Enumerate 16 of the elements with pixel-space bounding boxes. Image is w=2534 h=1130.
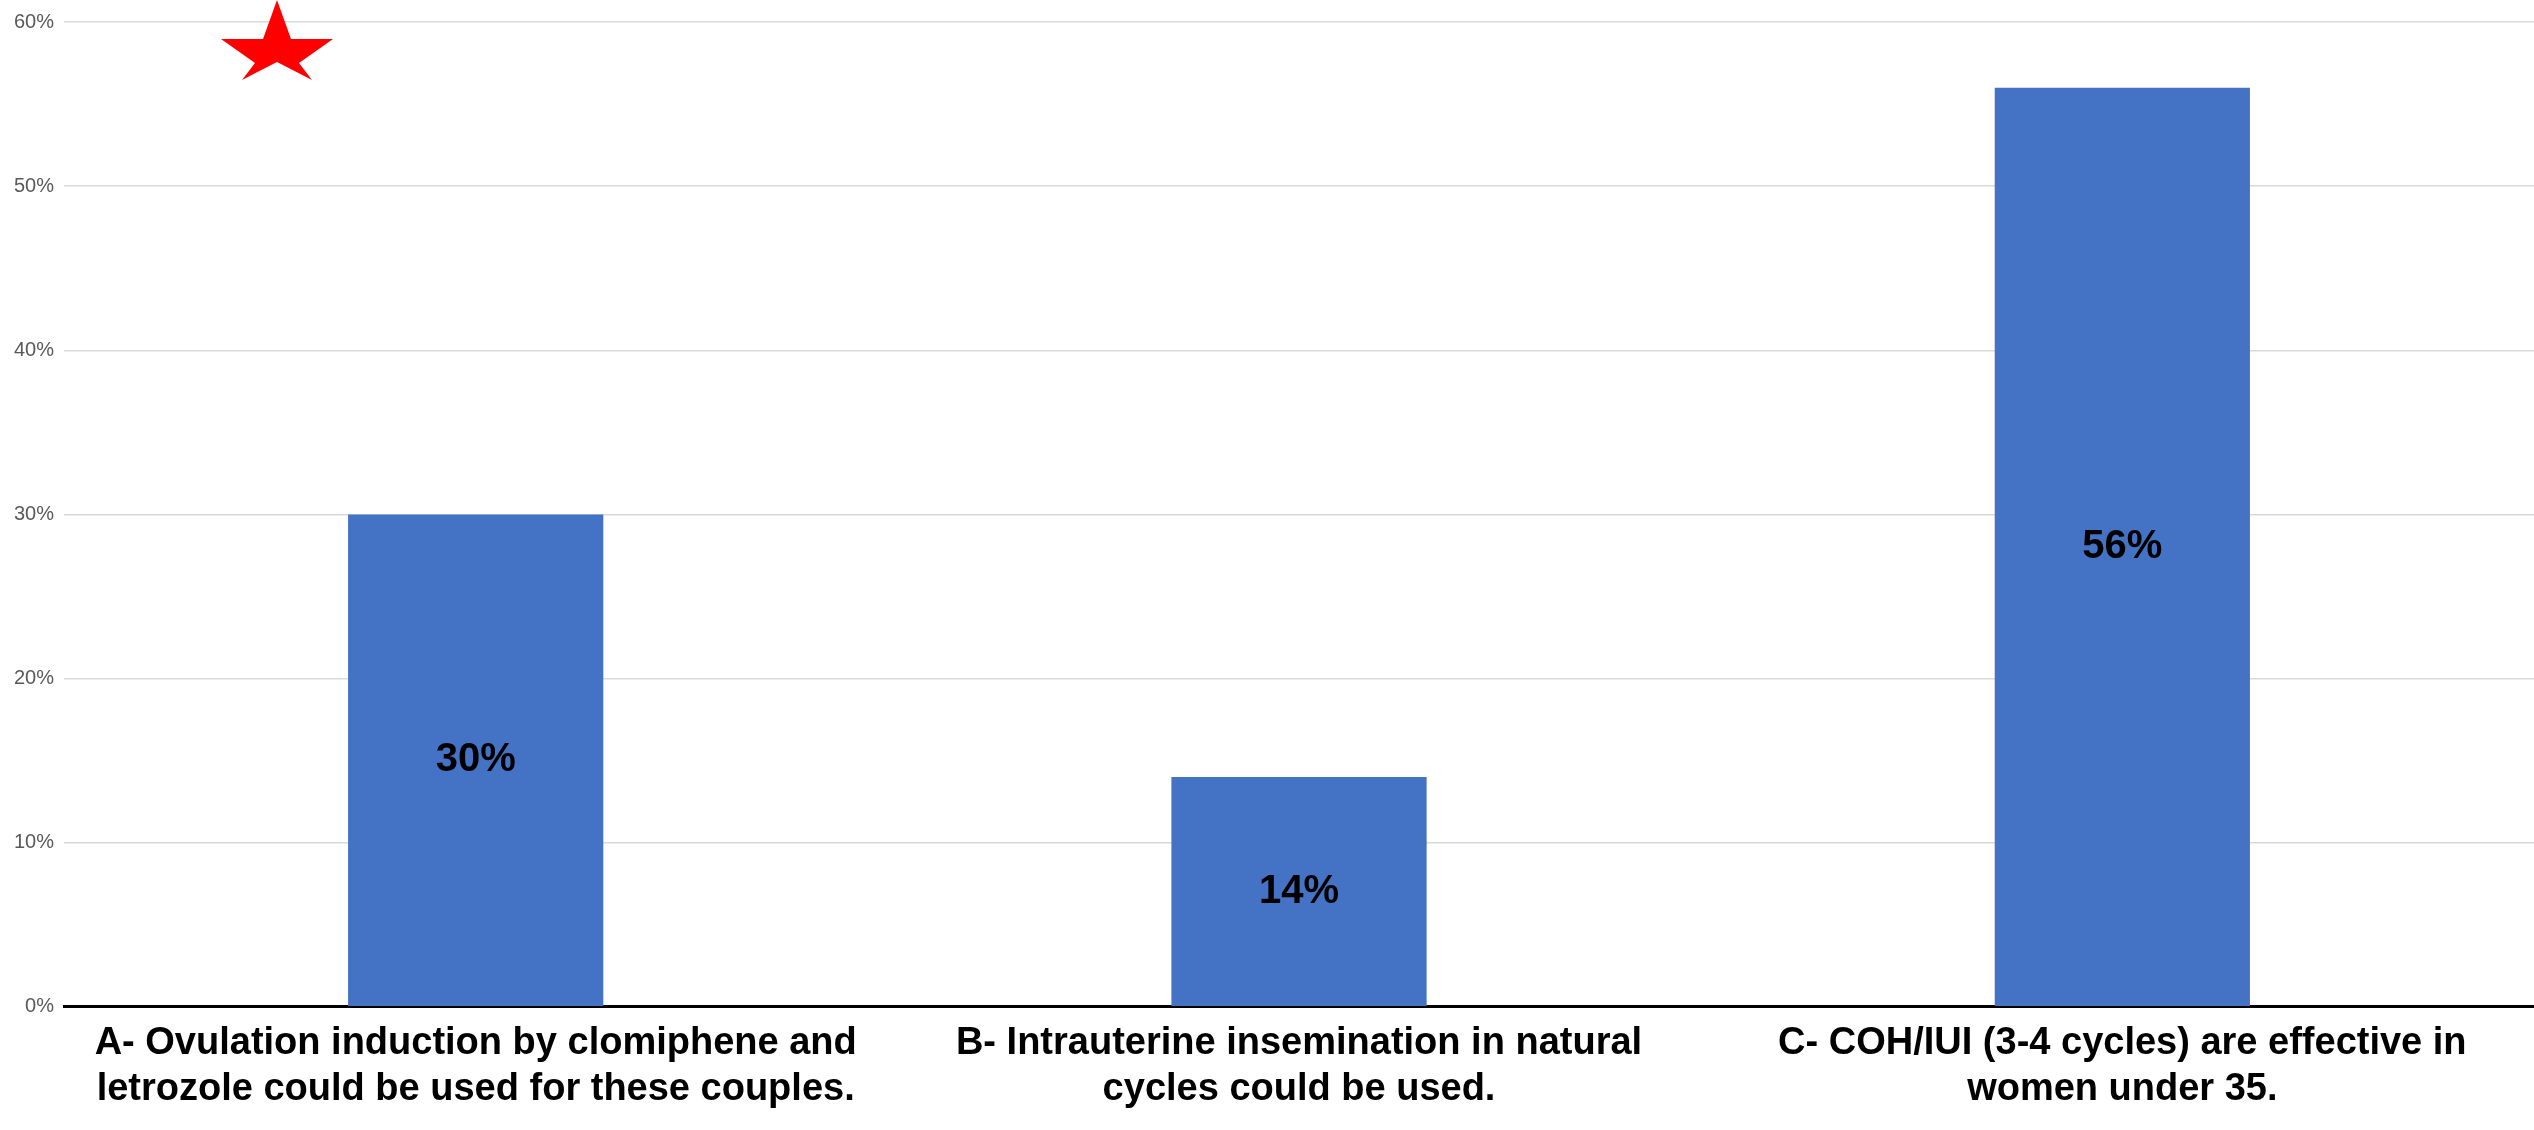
x-tick-label: B- Intrauterine insemination in natural cycles could be used.: [955, 1020, 1643, 1108]
data-label: 14%: [1258, 866, 1340, 911]
y-tick-label: 0%: [25, 994, 55, 1017]
x-tick-label: A- Ovulation induction by clomiphene and letrozole could be used for these couples.: [94, 1020, 857, 1108]
bar: [348, 514, 604, 1007]
bar: [1171, 777, 1427, 1007]
y-tick-label: 30%: [14, 501, 55, 524]
y-tick-label: 10%: [14, 830, 55, 853]
data-label: 56%: [2082, 521, 2163, 566]
y-tick-label: 20%: [14, 666, 55, 689]
x-tick-label: C- COH/IUI (3-4 cycles) are effective in women under 35.: [1778, 1020, 2467, 1108]
bar: [1994, 87, 2250, 1007]
y-tick-label: 40%: [14, 337, 55, 360]
y-tick-label: 50%: [14, 173, 55, 196]
data-label: 30%: [435, 735, 516, 780]
y-tick-label: 60%: [14, 9, 55, 32]
